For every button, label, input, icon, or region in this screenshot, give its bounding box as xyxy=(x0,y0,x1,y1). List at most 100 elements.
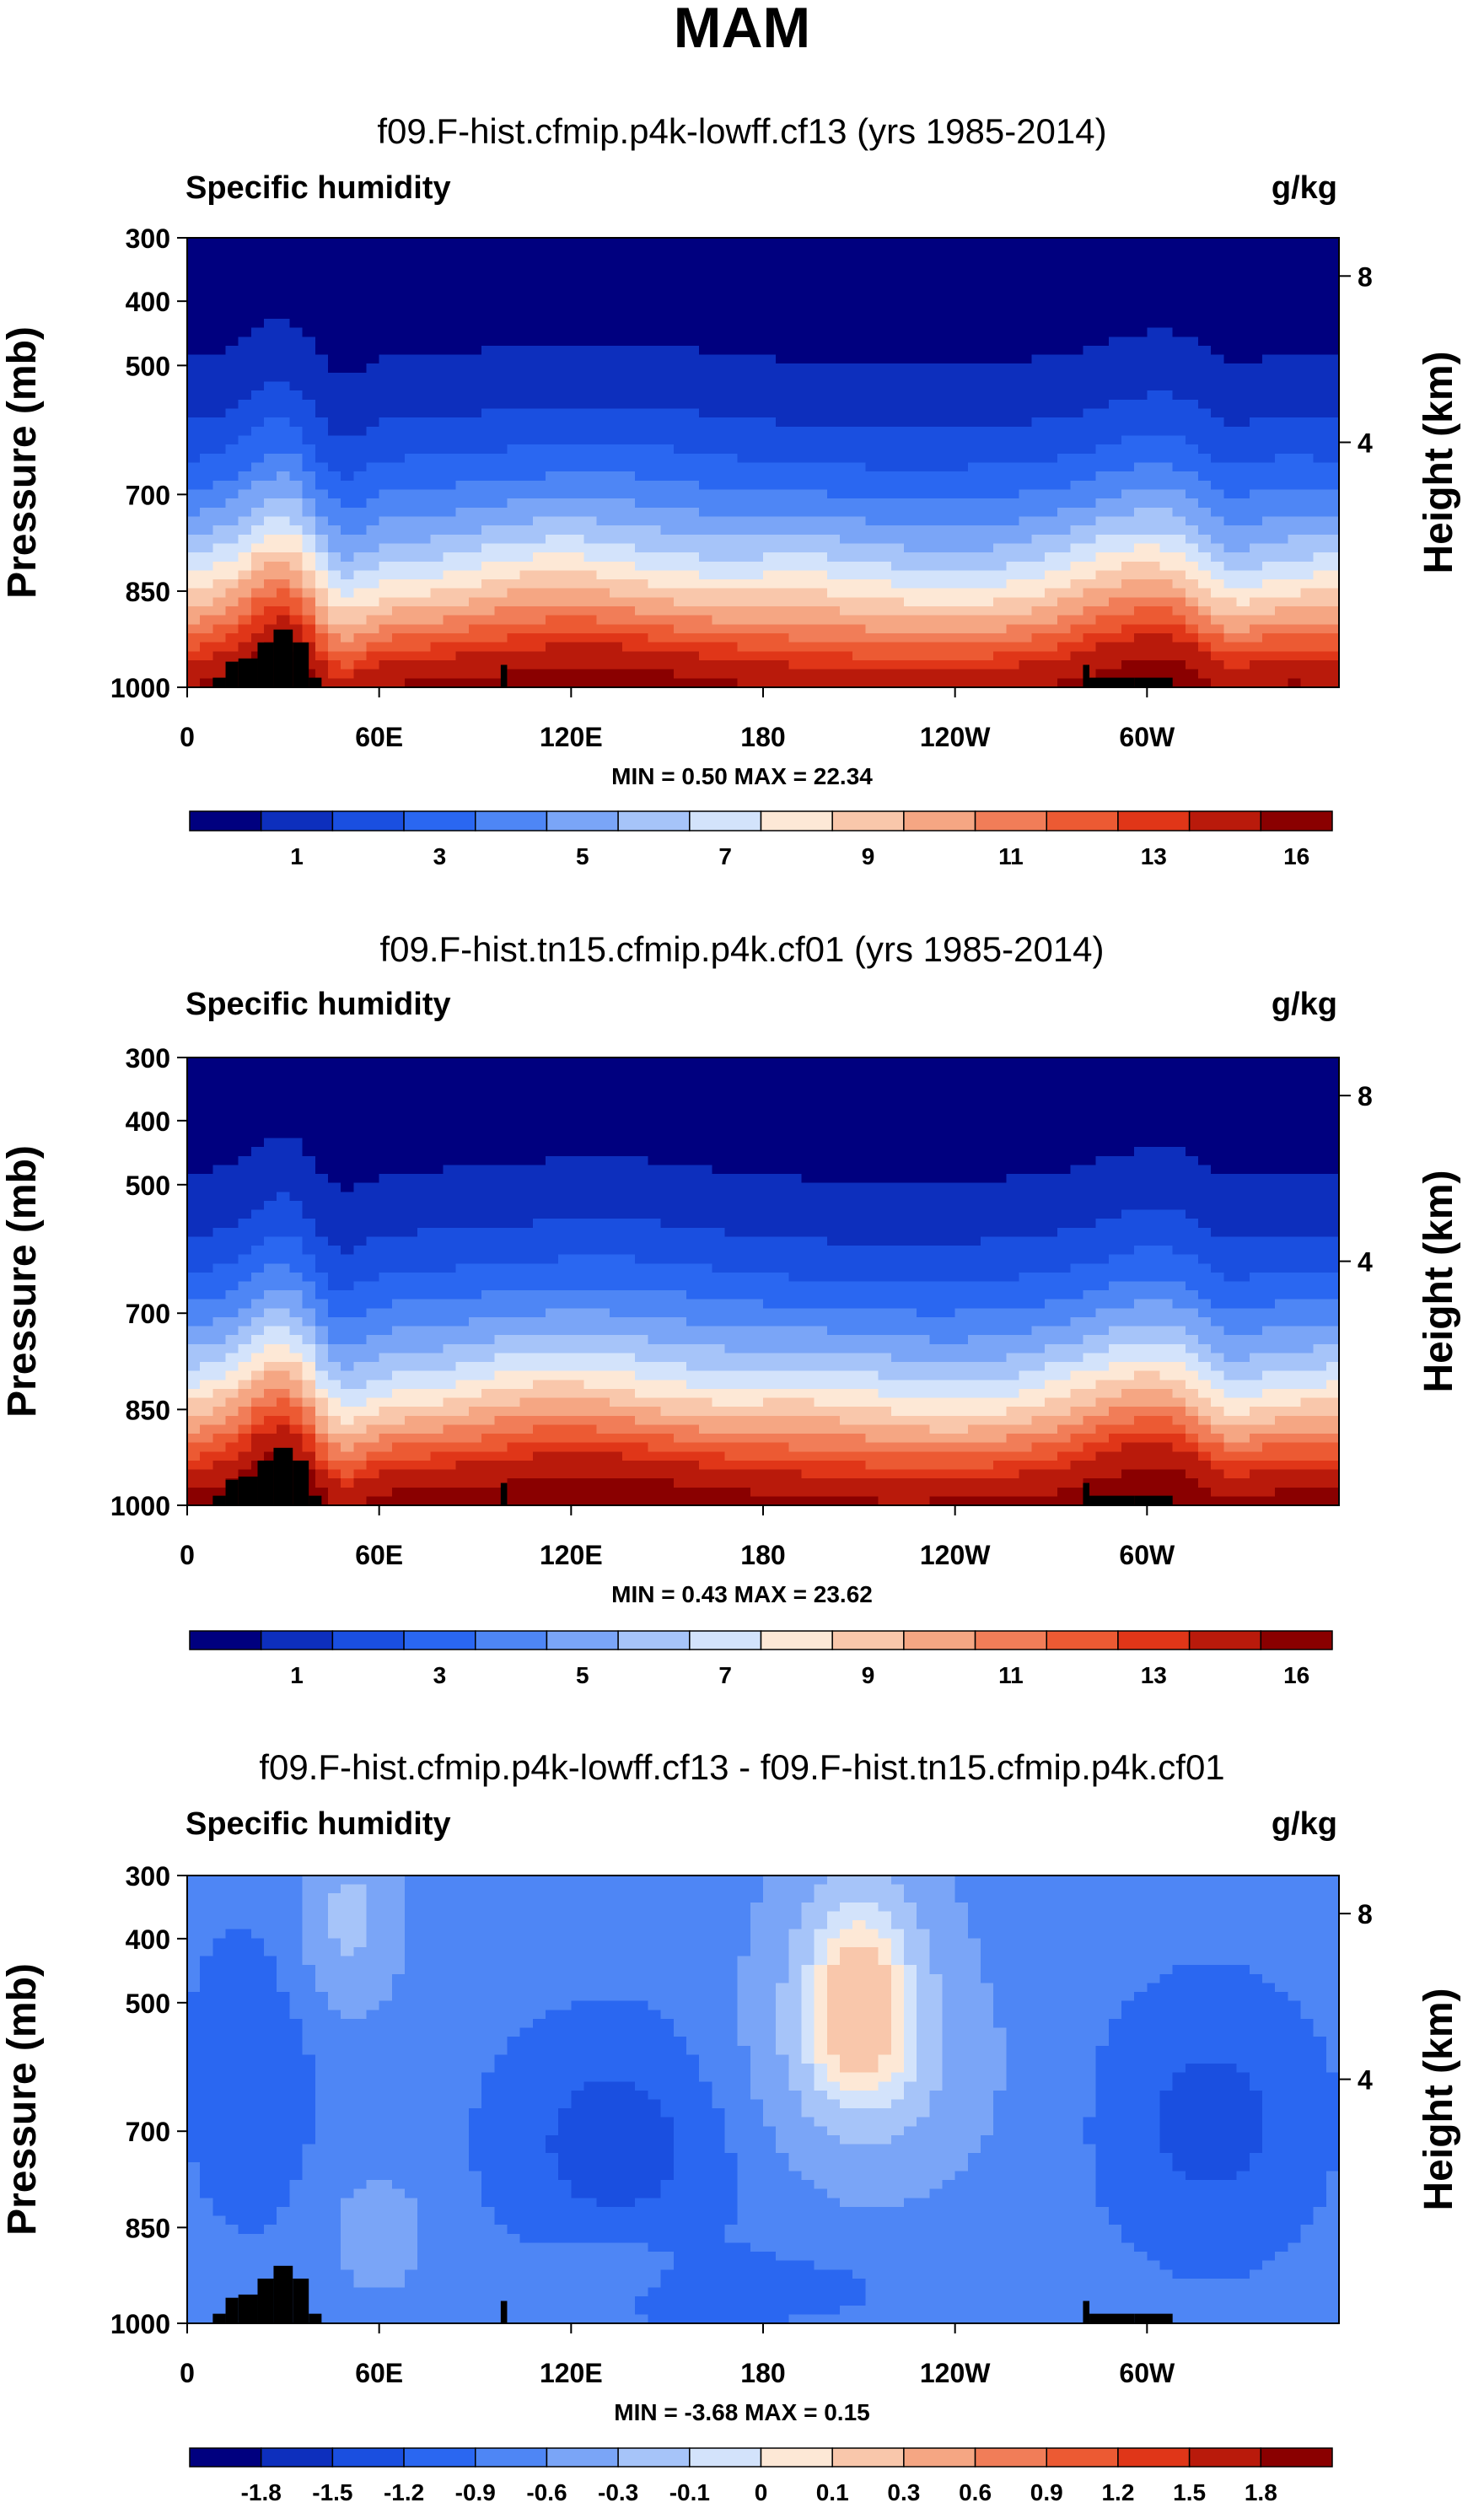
contour-cell xyxy=(967,453,981,464)
contour-cell xyxy=(1236,291,1250,302)
contour-cell xyxy=(1185,642,1199,652)
contour-cell xyxy=(507,606,521,616)
contour-cell xyxy=(1083,633,1097,643)
contour-cell xyxy=(1325,660,1340,670)
contour-cell xyxy=(455,642,470,652)
contour-cell xyxy=(1172,444,1186,455)
contour-cell xyxy=(250,309,265,320)
contour-cell xyxy=(1019,651,1033,661)
contour-cell xyxy=(1313,525,1327,536)
contour-cell xyxy=(1249,381,1263,391)
contour-cell xyxy=(814,363,828,374)
contour-cell xyxy=(532,246,546,256)
contour-cell xyxy=(327,633,341,643)
contour-cell xyxy=(981,561,994,572)
contour-cell xyxy=(1134,238,1148,248)
contour-cell xyxy=(302,264,316,275)
contour-cell xyxy=(648,372,662,383)
contour-cell xyxy=(622,381,636,391)
contour-cell xyxy=(250,606,265,616)
contour-cell xyxy=(366,597,380,607)
contour-cell xyxy=(635,669,648,679)
contour-cell xyxy=(353,588,368,598)
contour-cell xyxy=(788,417,803,428)
contour-cell xyxy=(1261,606,1276,616)
contour-cell xyxy=(1019,408,1033,418)
contour-cell xyxy=(545,597,559,607)
contour-cell xyxy=(315,283,329,293)
contour-cell xyxy=(1185,471,1199,482)
contour-cell xyxy=(250,462,265,472)
contour-cell xyxy=(1185,561,1199,572)
contour-cell xyxy=(763,480,777,491)
contour-cell xyxy=(187,309,201,320)
contour-cell xyxy=(558,606,572,616)
contour-cell xyxy=(596,273,610,283)
contour-cell xyxy=(443,660,457,670)
contour-cell xyxy=(981,336,994,347)
contour-cell xyxy=(1147,507,1161,518)
contour-cell xyxy=(609,354,623,364)
contour-cell xyxy=(327,516,341,526)
contour-cell xyxy=(289,1200,304,1211)
contour-cell xyxy=(1288,318,1302,329)
contour-cell xyxy=(341,561,354,572)
contour-cell xyxy=(801,570,815,580)
contour-cell xyxy=(712,633,726,643)
contour-cell xyxy=(814,372,828,383)
contour-cell xyxy=(1275,480,1288,491)
contour-cell xyxy=(1019,390,1033,401)
contour-cell xyxy=(1313,534,1327,545)
contour-cell xyxy=(583,417,598,428)
contour-cell xyxy=(366,579,380,589)
contour-cell xyxy=(200,480,213,491)
contour-cell xyxy=(801,256,815,266)
contour-cell xyxy=(225,1415,239,1426)
contour-cell xyxy=(903,238,917,248)
contour-cell xyxy=(763,498,777,509)
contour-cell xyxy=(327,471,341,482)
contour-cell xyxy=(801,561,815,572)
contour-cell xyxy=(622,597,636,607)
contour-cell xyxy=(238,1200,252,1211)
contour-cell xyxy=(1070,669,1084,679)
y-right-axis-label: Height (km) xyxy=(1417,352,1461,574)
contour-cell xyxy=(507,462,521,472)
contour-cell xyxy=(878,273,892,283)
contour-cell xyxy=(1300,615,1315,625)
contour-cell xyxy=(187,651,201,661)
contour-cell xyxy=(366,336,380,347)
contour-cell xyxy=(277,390,291,401)
contour-cell xyxy=(277,597,291,607)
contour-cell xyxy=(379,606,393,616)
contour-cell xyxy=(917,534,930,545)
contour-cell xyxy=(507,318,521,329)
contour-cell xyxy=(648,633,662,643)
contour-cell xyxy=(1236,264,1250,275)
contour-cell xyxy=(212,417,227,428)
contour-cell xyxy=(264,256,277,266)
contour-cell xyxy=(622,561,636,572)
contour-cell xyxy=(507,498,521,509)
contour-cell xyxy=(903,480,917,491)
contour-cell xyxy=(1108,354,1122,364)
contour-cell xyxy=(1159,633,1174,643)
contour-cell xyxy=(814,453,828,464)
contour-cell xyxy=(622,498,636,509)
contour-cell xyxy=(302,516,316,526)
contour-cell xyxy=(1288,354,1302,364)
contour-cell xyxy=(1288,552,1302,562)
contour-cell xyxy=(622,543,636,553)
contour-cell xyxy=(712,426,726,437)
contour-cell xyxy=(1211,238,1224,248)
contour-cell xyxy=(814,345,828,356)
contour-cell xyxy=(1172,273,1186,283)
contour-cell xyxy=(801,345,815,356)
contour-cell xyxy=(187,390,201,401)
contour-cell xyxy=(1185,480,1199,491)
contour-cell xyxy=(455,480,470,491)
contour-cell xyxy=(929,273,944,283)
contour-cell xyxy=(712,354,726,364)
contour-cell xyxy=(890,264,905,275)
contour-cell xyxy=(264,633,277,643)
